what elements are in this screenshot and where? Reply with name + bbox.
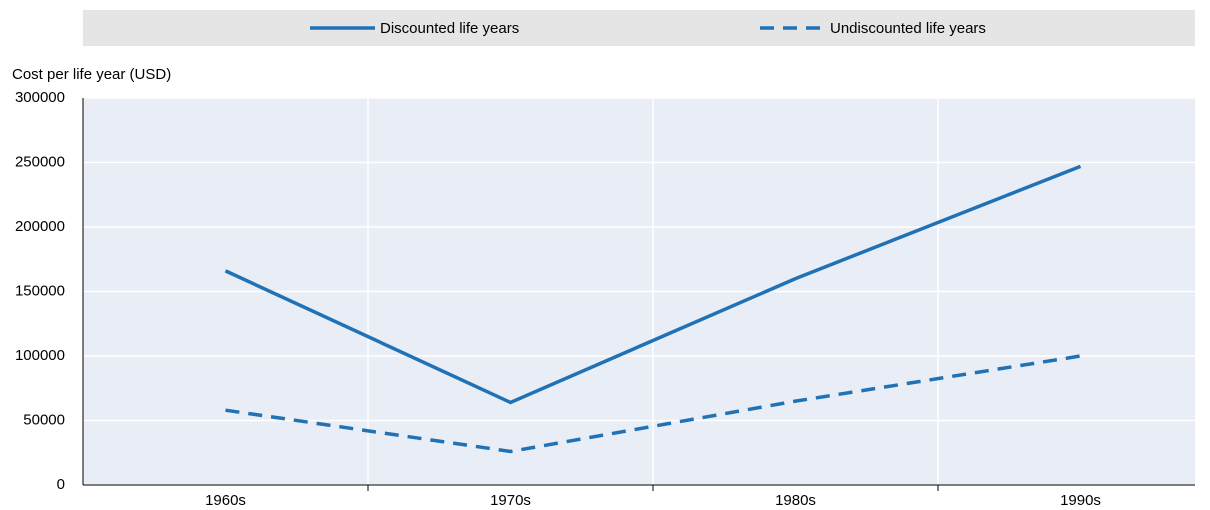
x-tick-label: 1970s: [490, 492, 531, 509]
series-line: [225, 354, 1081, 454]
x-tick-label: 1990s: [1060, 492, 1101, 509]
legend-label: Discounted life years: [380, 20, 519, 37]
x-tick-label: 1960s: [205, 492, 246, 509]
y-tick-label: 150000: [15, 282, 65, 299]
y-tick-label: 200000: [15, 218, 65, 235]
y-axis-label: Cost per life year (USD): [12, 66, 171, 83]
series-line: [224, 164, 1082, 405]
legend-label: Undiscounted life years: [830, 20, 986, 37]
y-tick-label: 300000: [15, 89, 65, 106]
y-tick-label: 50000: [23, 411, 65, 428]
y-tick-label: 100000: [15, 347, 65, 364]
y-tick-label: 250000: [15, 153, 65, 170]
x-tick-label: 1980s: [775, 492, 816, 509]
legend-band: [83, 10, 1195, 46]
y-tick-label: 0: [57, 476, 65, 493]
